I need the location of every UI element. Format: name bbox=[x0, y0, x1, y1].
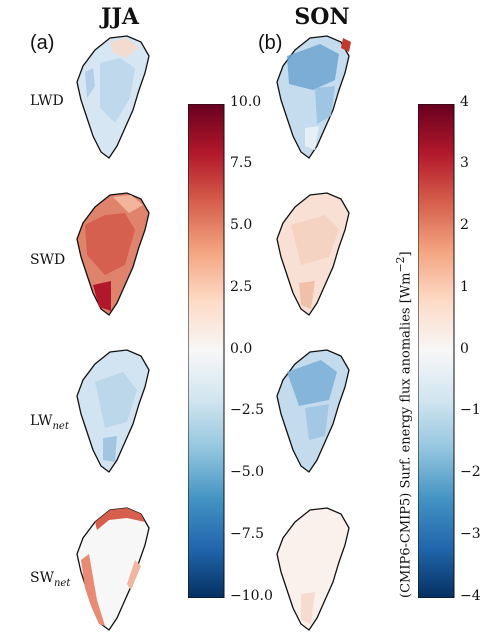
tick-label: 0 bbox=[460, 341, 469, 357]
row-label-sw-net: SWnet bbox=[30, 570, 71, 589]
map-jja-sw-net bbox=[76, 507, 150, 631]
colorbar-jja-ticks: 10.0 7.5 5.0 2.5 0.0 −2.5 −5.0 −7.5 −10.… bbox=[230, 94, 290, 608]
panel-letter-b: (b) bbox=[258, 32, 283, 54]
map-jja-lw-net bbox=[76, 349, 150, 473]
tick-label: −2.5 bbox=[230, 402, 264, 418]
map-jja-lwd bbox=[76, 35, 150, 159]
tick-label: 2 bbox=[460, 217, 469, 233]
tick-label: −10.0 bbox=[230, 588, 273, 604]
row-label-lw-net: LWnet bbox=[30, 413, 69, 432]
tick-label: −2 bbox=[460, 464, 481, 480]
panel-letter-a: (a) bbox=[30, 32, 55, 54]
map-son-lwd bbox=[276, 35, 351, 159]
colorbar-jja bbox=[188, 104, 225, 598]
column-title-son: SON bbox=[294, 4, 350, 30]
tick-label: 3 bbox=[460, 155, 469, 171]
tick-label: 4 bbox=[460, 94, 469, 110]
map-son-swd bbox=[276, 192, 350, 316]
tick-label: 5.0 bbox=[230, 217, 253, 233]
tick-label: −1 bbox=[460, 402, 481, 418]
map-son-sw-net bbox=[276, 507, 350, 631]
tick-label: 1 bbox=[460, 279, 469, 295]
tick-label: 2.5 bbox=[230, 279, 253, 295]
tick-label: 0.0 bbox=[230, 341, 253, 357]
tick-label: 7.5 bbox=[230, 155, 253, 171]
tick-label: −5.0 bbox=[230, 464, 264, 480]
colorbar-son bbox=[418, 104, 455, 598]
tick-label: 10.0 bbox=[230, 94, 262, 110]
map-son-lw-net bbox=[276, 349, 350, 473]
map-jja-swd bbox=[76, 192, 150, 316]
row-label-lwd: LWD bbox=[30, 93, 64, 109]
colorbar-son-ticks: 4 3 2 1 0 −1 −2 −3 −4 bbox=[460, 94, 490, 608]
column-title-jja: JJA bbox=[101, 4, 139, 30]
tick-label: −3 bbox=[460, 526, 481, 542]
tick-label: −4 bbox=[460, 588, 481, 604]
colorbar-axis-label: (CMIP6-CMIP5) Surf. energy flux anomalie… bbox=[394, 251, 414, 598]
tick-label: −7.5 bbox=[230, 526, 264, 542]
row-label-swd: SWD bbox=[30, 252, 66, 268]
